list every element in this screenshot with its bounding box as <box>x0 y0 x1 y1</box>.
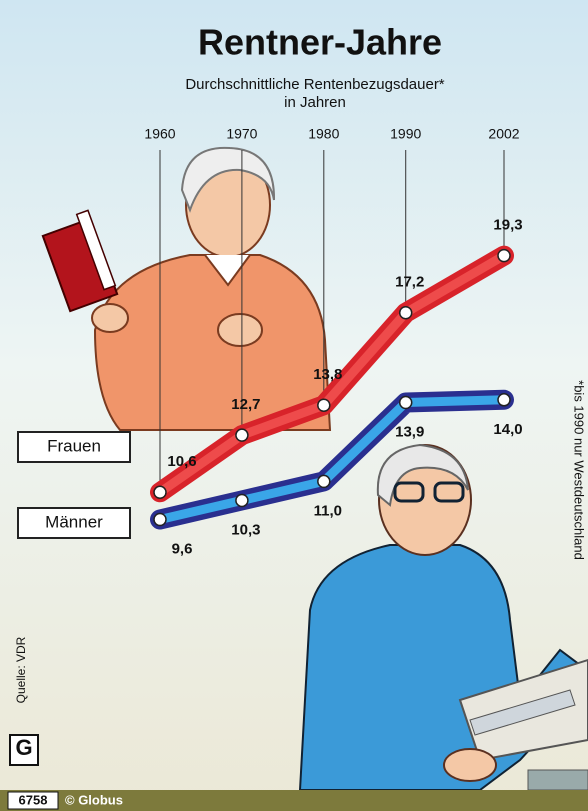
logo-box <box>9 734 39 766</box>
value-label: 11,0 <box>314 502 342 519</box>
woman-illustration <box>41 146 332 431</box>
data-point <box>235 493 249 508</box>
data-point <box>497 393 511 407</box>
x-tick-label: 1990 <box>390 126 421 142</box>
footer-bar <box>0 790 588 811</box>
value-label: 13,8 <box>313 366 342 383</box>
x-tick-label: 2002 <box>488 126 519 142</box>
publisher: © Globus <box>65 792 123 807</box>
chart-subtitle: Durchschnittliche Rentenbezugsdauer* <box>185 76 444 93</box>
data-point <box>398 395 413 410</box>
source: Quelle: VDR <box>14 636 28 703</box>
plot: 1960 1970 1980 1990 2002 10,6 12,7 13,8 17,2 19,3… <box>17 126 523 557</box>
x-tick-label: 1970 <box>226 126 257 142</box>
x-tick-label: 1960 <box>144 126 175 142</box>
value-label: 10,3 <box>231 521 260 538</box>
footnote: *bis 1990 nur Westdeutschland <box>572 380 587 560</box>
legend-box <box>17 431 131 463</box>
y-axis-label: in Jahren <box>284 94 346 111</box>
graphic-number: 6758 <box>19 792 48 807</box>
chart-title: Rentner-Jahre <box>198 22 442 63</box>
logo: G <box>15 735 32 760</box>
legend-label: Männer <box>45 512 103 531</box>
value-label: 9,6 <box>172 540 193 557</box>
legend-box <box>17 507 131 539</box>
data-point <box>317 398 331 412</box>
value-label: 10,6 <box>167 453 196 470</box>
value-label: 12,7 <box>231 396 260 413</box>
data-point <box>497 248 511 263</box>
data-point <box>317 474 331 489</box>
data-point <box>153 512 167 527</box>
data-point <box>398 306 413 320</box>
graphic-number-box <box>7 791 59 810</box>
x-tick-label: 1980 <box>308 126 339 142</box>
value-label: 13,9 <box>395 423 424 440</box>
legend-label: Frauen <box>47 436 101 455</box>
value-label: 17,2 <box>395 274 424 291</box>
man-illustration <box>298 443 588 791</box>
value-label: 19,3 <box>493 217 522 234</box>
value-label: 14,0 <box>493 421 522 438</box>
data-point <box>235 428 249 442</box>
data-point <box>153 485 167 500</box>
